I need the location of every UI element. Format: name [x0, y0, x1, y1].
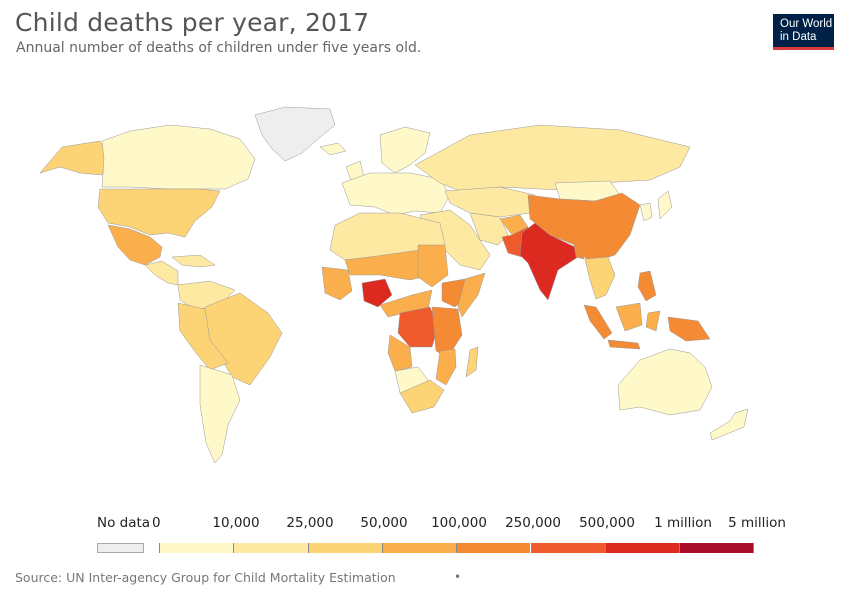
map-region-southern-africa[interactable]	[399, 379, 445, 414]
map-region-madagascar[interactable]	[465, 346, 479, 378]
map-region-greenland[interactable]	[254, 106, 336, 162]
map-region-west-africa[interactable]	[321, 266, 353, 301]
map-region-angola[interactable]	[387, 334, 413, 372]
map-region-borneo[interactable]	[615, 302, 643, 332]
map-region-sudan[interactable]	[417, 244, 449, 288]
map-region-central-america[interactable]	[144, 260, 179, 286]
map-region-somalia[interactable]	[457, 272, 486, 318]
map-region-australia[interactable]	[617, 348, 713, 416]
map-region-java[interactable]	[607, 339, 641, 350]
footer-dot: •	[454, 570, 462, 584]
legend-tick-label: 500,000	[579, 515, 635, 531]
legend-color-bin	[159, 543, 234, 553]
legend-tick-mark	[456, 543, 458, 553]
logo-line-2: in Data	[780, 31, 817, 43]
legend-tick-mark	[381, 543, 383, 553]
map-region-alaska[interactable]	[39, 140, 109, 176]
legend-no-data-label: No data	[97, 515, 151, 531]
map-region-southeast-asia[interactable]	[584, 256, 616, 300]
map-region-russia[interactable]	[414, 124, 691, 192]
legend-color-bin	[381, 543, 457, 553]
map-region-mexico[interactable]	[107, 224, 163, 266]
map-region-canada[interactable]	[101, 124, 256, 190]
legend-tick-mark	[604, 543, 606, 553]
map-region-europe[interactable]	[341, 172, 451, 216]
map-region-peru-bolivia[interactable]	[177, 302, 229, 371]
legend-tick-label: 1 million	[654, 515, 712, 531]
chart-subtitle: Annual number of deaths of children unde…	[16, 40, 422, 56]
legend-tick-label: 0	[152, 515, 161, 531]
map-region-korea-japan[interactable]	[639, 190, 673, 222]
legend-tick-label: 50,000	[360, 515, 408, 531]
legend-tick-mark	[233, 543, 235, 553]
legend-color-bin	[604, 543, 680, 553]
map-region-nigeria[interactable]	[361, 278, 393, 308]
map-region-sumatra[interactable]	[583, 304, 613, 340]
legend-tick-mark	[159, 543, 160, 553]
legend-tick-label: 250,000	[505, 515, 561, 531]
legend-tick-label: 25,000	[286, 515, 334, 531]
chart-title: Child deaths per year, 2017	[15, 8, 370, 37]
legend-tick-mark	[307, 543, 309, 553]
legend-color-bin	[679, 543, 754, 553]
map-region-scandinavia[interactable]	[379, 126, 431, 174]
map-region-caribbean[interactable]	[171, 254, 216, 268]
logo-line-1: Our World	[780, 18, 833, 30]
map-region-central-asia[interactable]	[444, 186, 536, 218]
world-map	[39, 106, 749, 464]
map-region-dr-congo[interactable]	[397, 306, 439, 348]
map-region-mozambique[interactable]	[435, 348, 457, 386]
map-region-southern-cone[interactable]	[199, 364, 241, 464]
legend-tick-mark	[679, 543, 681, 553]
map-region-china[interactable]	[527, 192, 641, 264]
legend-tick-label: 100,000	[431, 515, 487, 531]
map-region-usa[interactable]	[97, 188, 221, 238]
legend-color-bin	[233, 543, 308, 553]
map-region-iceland[interactable]	[319, 142, 347, 156]
map-region-philippines[interactable]	[637, 270, 657, 302]
map-region-sulawesi[interactable]	[645, 310, 661, 332]
map-region-east-africa[interactable]	[431, 306, 463, 358]
legend-no-data-swatch	[97, 543, 144, 553]
legend-color-bin	[530, 543, 605, 553]
legend-tick-label: 10,000	[212, 515, 260, 531]
legend-color-bin	[307, 543, 382, 553]
map-region-new-guinea[interactable]	[667, 316, 711, 342]
legend-tick-mark	[530, 543, 532, 553]
source-note[interactable]: Source: UN Inter-agency Group for Child …	[15, 570, 396, 585]
legend-color-bin	[456, 543, 531, 553]
map-region-new-zealand[interactable]	[709, 408, 749, 441]
legend-tick-label: 5 million	[728, 515, 786, 531]
legend-tick-mark	[753, 543, 755, 553]
owid-logo[interactable]: Our World in Data	[773, 14, 834, 50]
